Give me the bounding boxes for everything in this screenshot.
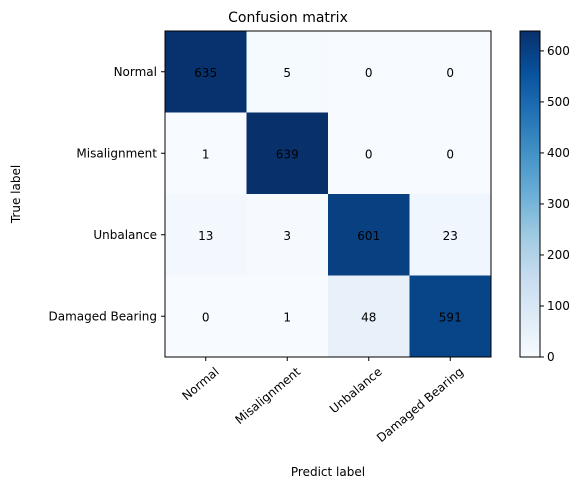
cell-value-label: 23 bbox=[443, 229, 458, 243]
colorbar-tick-label: 600 bbox=[547, 44, 570, 58]
cell-value-label: 13 bbox=[198, 229, 213, 243]
y-tick-label: Misalignment bbox=[76, 146, 157, 160]
cell-value-label: 0 bbox=[446, 147, 454, 161]
colorbar bbox=[519, 30, 541, 358]
cell-value-label: 635 bbox=[194, 66, 217, 80]
x-tick-label: Normal bbox=[179, 365, 221, 404]
cell-value-label: 0 bbox=[365, 147, 373, 161]
cell-value-label: 591 bbox=[439, 310, 462, 324]
colorbar-tick-labels: 0 100 200 300 400 500 600 bbox=[540, 44, 570, 364]
cell-value-label: 3 bbox=[283, 229, 291, 243]
cell-value-label: 0 bbox=[365, 66, 373, 80]
matrix-cell bbox=[328, 194, 410, 276]
matrix-cell bbox=[165, 275, 247, 358]
matrix-cell bbox=[409, 194, 492, 276]
matrix-cell bbox=[246, 31, 329, 113]
y-tick-label: Damaged Bearing bbox=[48, 309, 157, 323]
colorbar-tick-label: 0 bbox=[547, 350, 555, 364]
matrix-cell bbox=[246, 194, 329, 276]
matrix-cell bbox=[165, 194, 247, 276]
x-tick-label: Misalignment bbox=[232, 364, 303, 427]
y-axis-label: True label bbox=[9, 165, 23, 224]
matrix-cell bbox=[409, 31, 492, 113]
matrix-cell bbox=[409, 275, 492, 358]
y-tick-labels: Normal Misalignment Unbalance Damaged Beari… bbox=[48, 65, 165, 323]
matrix-cell bbox=[165, 112, 247, 195]
colorbar-tick-label: 300 bbox=[547, 197, 570, 211]
matrix-cell bbox=[246, 275, 329, 358]
chart-title: Confusion matrix bbox=[228, 10, 348, 26]
colorbar-tick-label: 400 bbox=[547, 146, 570, 160]
cell-value-label: 601 bbox=[357, 229, 380, 243]
cell-value-label: 1 bbox=[202, 147, 210, 161]
matrix-cell bbox=[328, 275, 410, 358]
matrix-cell bbox=[328, 31, 410, 113]
cell-value-label: 1 bbox=[283, 310, 291, 324]
cell-value-label: 0 bbox=[446, 66, 454, 80]
cell-value-label: 48 bbox=[361, 310, 376, 324]
y-tick-label: Normal bbox=[114, 65, 157, 79]
matrix-cell bbox=[328, 112, 410, 195]
colorbar-tick-label: 100 bbox=[547, 299, 570, 313]
cell-value-label: 5 bbox=[283, 66, 291, 80]
plot-frame bbox=[164, 30, 492, 358]
cell-value-label: 0 bbox=[202, 310, 210, 324]
colorbar-tick-label: 500 bbox=[547, 95, 570, 109]
cell-value-label: 639 bbox=[276, 147, 299, 161]
colorbar-tick-label: 200 bbox=[547, 248, 570, 262]
y-tick-label: Unbalance bbox=[93, 228, 157, 242]
matrix-cells: 635 5 0 0 1 639 0 0 13 3 601 23 0 1 48 591 bbox=[165, 31, 492, 358]
x-tick-label: Unbalance bbox=[327, 365, 385, 417]
matrix-cell bbox=[165, 31, 247, 113]
x-tick-label: Damaged Bearing bbox=[374, 365, 466, 445]
matrix-cell bbox=[409, 112, 492, 195]
matrix-cell bbox=[246, 112, 329, 195]
x-axis-label: Predict label bbox=[291, 465, 365, 479]
